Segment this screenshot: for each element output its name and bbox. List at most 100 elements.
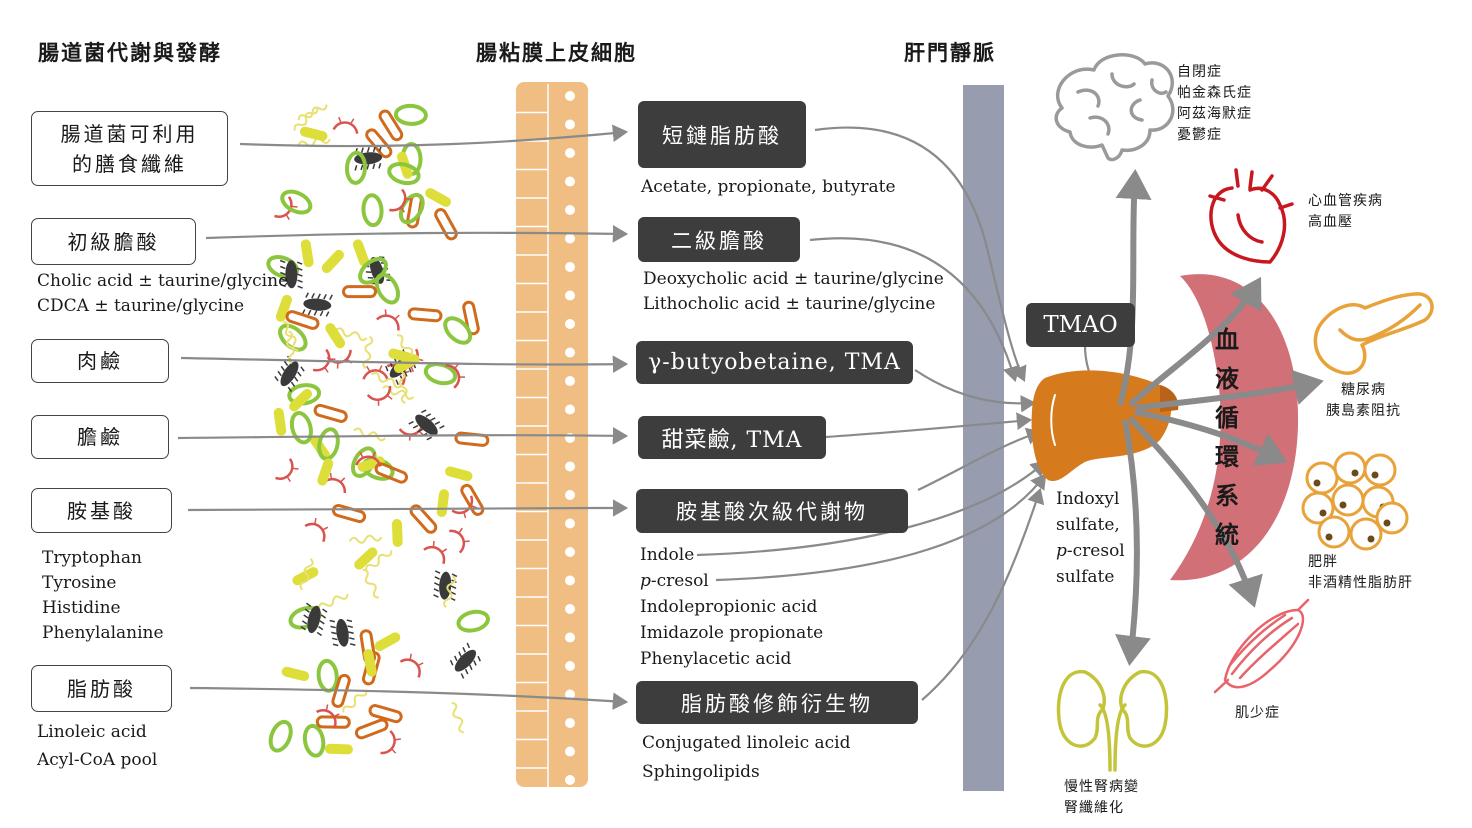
bacterium-green [456,609,490,633]
fat-cell [1301,491,1335,525]
fat-cell-nucleus [1351,469,1359,477]
bacterium-red [366,385,393,406]
bacterium-red [312,348,336,373]
bacterium-squiggle [371,371,403,389]
arrow-liver-to-pancreas [1134,369,1324,411]
bacterium-red [389,188,412,213]
arrow-liver-to-kidney [1115,419,1151,666]
fat-cell [1331,483,1365,517]
brain-icon [1054,53,1175,162]
blood-circulation-band [1170,274,1299,581]
bacterium-green [344,150,368,185]
bacterium-green [280,189,313,215]
compound-name: Linoleic acid [37,722,147,742]
disease-name: 非酒精性脂肪肝 [1308,575,1413,591]
tmao-box: TMAO [1026,303,1135,347]
bacterium-red [399,653,424,678]
bacterium-green [393,103,428,126]
compound-name: Sphingolipids [642,762,760,782]
bacterium-yellow [391,519,403,547]
bacterium-yellow [425,188,451,207]
bacterium-squiggle [398,370,408,404]
source-box-amino-acid: 胺基酸 [31,488,172,533]
bacterium-yellow [445,466,473,482]
kidney-icon [1056,670,1169,772]
bacterium-yellow [363,649,377,677]
secondary-bile-acid-list: Deoxycholic acid ± taurine/glycine Litho… [643,267,944,317]
gut-bacteria-cluster [266,103,490,758]
source-label: 脂肪酸 [67,676,136,701]
bacterium-dark [449,642,481,679]
bacterium-red [274,196,298,220]
bacterium-green [423,362,458,386]
epithelium-nucleus [565,461,575,472]
disease-name: 心血管疾病 [1308,193,1383,209]
compound-name-cresol: p-cresol [640,568,823,594]
disease-name: 高血壓 [1308,214,1353,230]
bacterium-orange [313,403,348,423]
bacterium-yellow [299,126,328,142]
compound-name: sulfate, [1056,515,1120,535]
source-label-line: 腸道菌可利用 [60,121,199,146]
metabolite-box-fa-derivatives: 脂肪酸修飾衍生物 [636,681,918,724]
fat-cell-nucleus [1319,509,1327,517]
metabolite-box-butyrobetaine-tma: γ-butyobetaine, TMA [636,341,913,384]
epithelium-nucleus [565,205,575,215]
fat-cells-icon [1301,451,1409,551]
epithelium-nucleus [565,604,575,614]
bacterium-yellow [281,666,310,682]
arrow-fa-to-liver [921,487,1045,701]
bacterium-yellow [292,567,319,586]
source-box-fatty-acid: 脂肪酸 [31,665,172,712]
bacterium-red [315,704,340,729]
compound-name: CDCA ± taurine/glycine [37,296,245,316]
source-box-dietary-fiber: 腸道菌可利用 的膳食纖維 [31,111,228,186]
bacterium-green [387,162,421,186]
bacterium-orange [368,704,403,724]
bacterium-red [332,116,359,134]
disease-list-kidney: 慢性腎病變 腎纖維化 [1064,777,1139,819]
metabolite-box-betaine-tma: 甜菜鹼, TMA [638,416,826,459]
arrow-liver-to-heart [1127,276,1262,408]
liver-icon [1031,370,1179,481]
bacterium-red [304,517,329,543]
epithelium-nucleus [565,490,575,500]
disease-list-brain: 自閉症 帕金森氏症 阿茲海默症 憂鬱症 [1177,62,1252,146]
compound-name: Phenylacetic acid [640,649,792,669]
bacterium-orange [285,310,320,330]
bacterium-squiggle [283,320,299,352]
compound-name: Cholic acid ± taurine/glycine [37,271,289,291]
compound-name: Deoxycholic acid ± taurine/glycine [643,269,944,289]
fatty-acid-list: Linoleic acid Acyl-CoA pool [37,718,157,774]
compound-name: Indoxyl [1056,489,1120,509]
arrow-aa-to-liver [917,427,1043,491]
source-box-primary-bile-acid: 初級膽酸 [31,218,196,265]
bacterium-orange [454,431,490,447]
scfa-list: Acetate, propionate, butyrate [641,177,896,197]
liver-product-list: Indoxyl sulfate, p-cresol sulfate [1056,486,1125,590]
fat-cell-nucleus [1313,479,1321,487]
fat-cell-nucleus [1371,471,1379,479]
epithelium-nucleus [565,262,575,272]
blood-label-char: 循 [1215,403,1239,432]
bacterium-yellow [300,239,314,268]
compound-name: Imidazole propionate [640,623,824,643]
amino-acid-list: Tryptophan Tyrosine Histidine Phenylalan… [42,546,164,646]
compound-name: Tyrosine [42,573,117,593]
epithelium-nucleus [565,290,575,301]
bacterium-green [287,383,322,406]
bacterium-green [443,316,473,345]
bacterium-yellow [352,239,370,267]
bacterium-orange [342,285,377,299]
bacterium-yellow [325,323,346,349]
arrow-tma1-to-liver [914,369,1037,413]
compound-name: Phenylalanine [42,623,164,643]
epithelium-nucleus [565,319,575,329]
arrow-choline-to-tma [177,426,629,445]
blood-label-char: 液 [1215,364,1239,393]
metabolite-box-scfa: 短鏈脂肪酸 [638,101,806,168]
fat-cell [1305,461,1339,495]
metabolite-box-secondary-bile-acid: 二級膽酸 [638,217,800,262]
arrow-scfa-to-liver [814,126,1027,382]
